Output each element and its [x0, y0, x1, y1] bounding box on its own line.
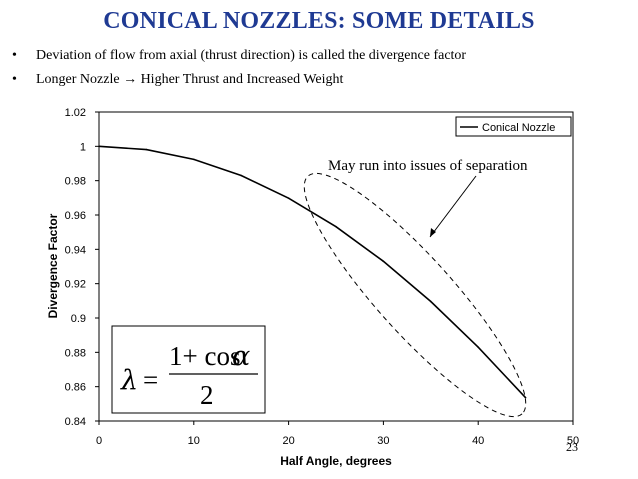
- formula-lambda: λ: [120, 365, 138, 396]
- bullet-symbol: •: [12, 48, 17, 63]
- axis-ticks: 0.84 0.86 0.88 0.9 0.92 0.94 0.96 0.98 1 1.02 0 10 2…: [65, 107, 580, 447]
- y-tick-label: 0.88: [65, 347, 86, 359]
- x-axis-label: Half Angle, degrees: [280, 454, 392, 468]
- slide-title: CONICAL NOZZLES: SOME DETAILS: [103, 8, 535, 34]
- bullet-item: • Deviation of flow from axial (thrust di…: [12, 44, 466, 68]
- bullet-text: Longer Nozzle → Higher Thrust and Increa…: [36, 72, 344, 87]
- series-line-group: [98, 145, 527, 399]
- y-tick-label: 0.9: [71, 313, 86, 325]
- annotation-arrowhead: [430, 228, 436, 237]
- data-point: [193, 158, 195, 161]
- y-tick-label: 0.94: [65, 244, 86, 256]
- legend-box: [455, 116, 572, 137]
- y-tick-label: 0.86: [65, 382, 86, 394]
- y-axis-label: Divergence Factor: [46, 213, 60, 318]
- y-tick-label: 0.98: [65, 176, 86, 188]
- bullet-item: • Longer Nozzle → Higher Thrust and Incre…: [12, 68, 466, 92]
- formula-denominator: 2: [200, 380, 214, 410]
- x-tick-label: 40: [472, 435, 484, 447]
- y-tick-label: 1.02: [65, 107, 86, 119]
- plot-area-frame: [98, 111, 574, 422]
- y-tick-label: 1: [80, 141, 86, 153]
- annotation-arrow-line: [429, 175, 477, 238]
- x-tick-label: 0: [96, 435, 102, 447]
- formula-box: [111, 325, 266, 414]
- data-point: [240, 174, 242, 177]
- data-point: [145, 148, 148, 151]
- legend-label: Conical Nozzle: [482, 122, 555, 134]
- data-point: [477, 346, 480, 348]
- formula-equals: =: [143, 365, 158, 395]
- separation-region-ellipse: [303, 172, 527, 418]
- formula-numerator: 1+ cos: [169, 341, 240, 371]
- annotation-text: May run into issues of separation: [328, 158, 528, 174]
- x-tick-label: 20: [282, 435, 294, 447]
- bullet-list: • Deviation of flow from axial (thrust di…: [12, 44, 466, 92]
- bullet-symbol: •: [12, 72, 17, 87]
- data-point: [335, 225, 337, 228]
- y-tick-label: 0.84: [65, 416, 86, 428]
- formula-alpha: α: [232, 341, 250, 372]
- data-point: [382, 260, 385, 263]
- bullet-text: Deviation of flow from axial (thrust dir…: [36, 48, 467, 63]
- y-tick-label: 0.92: [65, 279, 86, 291]
- x-tick-label: 10: [188, 435, 200, 447]
- data-point: [98, 145, 100, 148]
- slide-number: 23: [566, 440, 578, 454]
- data-point: [524, 396, 527, 399]
- x-tick-label: 50: [567, 435, 579, 447]
- y-tick-label: 0.96: [65, 210, 86, 222]
- series-line-conical-nozzle: [98, 145, 527, 399]
- data-point: [287, 197, 290, 199]
- data-point: [430, 300, 432, 303]
- x-tick-label: 30: [377, 435, 389, 447]
